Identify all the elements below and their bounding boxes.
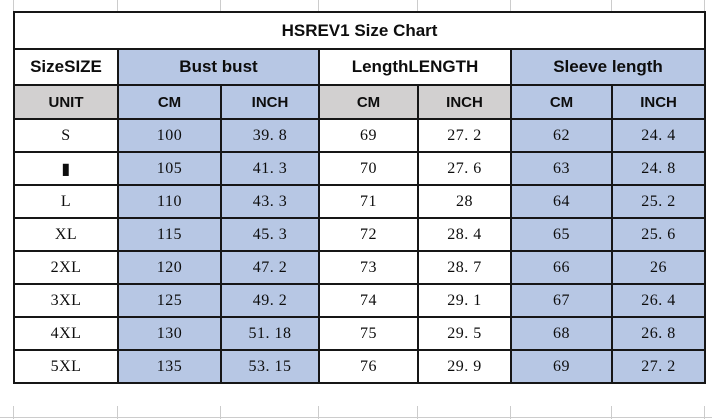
bust-cm-value: 120	[117, 250, 222, 285]
table-row-4xl: 4XL 130 51. 18 75 29. 5 68 26. 8	[13, 316, 707, 351]
table-row-m: ▮ 105 41. 3 70 27. 6 63 24. 8	[13, 151, 707, 186]
sleeve-inch-value: 26. 4	[610, 283, 707, 318]
background-gridline	[117, 0, 118, 11]
bust-cm-value: 100	[117, 118, 222, 153]
sleeve-cm-value: 66	[510, 250, 613, 285]
length-cm-value: 73	[318, 250, 419, 285]
column-header-bust: Bust bust	[117, 48, 320, 86]
page-title: HSREV1 Size Chart	[12, 11, 707, 50]
title-row: HSREV1 Size Chart	[12, 11, 707, 50]
size-label: 3XL	[13, 283, 119, 318]
background-gridline	[611, 406, 612, 419]
table-row-l: L 110 43. 3 71 28 64 25. 2	[13, 184, 707, 219]
background-gridline	[13, 406, 14, 419]
bust-cm-value: 105	[117, 151, 222, 186]
bust-inch-value: 53. 15	[220, 349, 320, 384]
size-chart-table: HSREV1 Size Chart SizeSIZE Bust bust Len…	[12, 11, 707, 384]
sleeve-inch-value: 25. 2	[610, 184, 707, 219]
sleeve-cm-value: 65	[510, 217, 613, 252]
background-gridline	[318, 0, 319, 11]
column-header-length: LengthLENGTH	[318, 48, 512, 86]
table-row-5xl: 5XL 135 53. 15 76 29. 9 69 27. 2	[13, 349, 707, 384]
sleeve-inch-header: INCH	[610, 84, 707, 120]
length-inch-value: 29. 1	[417, 283, 512, 318]
size-label: XL	[13, 217, 119, 252]
background-gridline	[510, 0, 511, 11]
bust-inch-value: 39. 8	[220, 118, 320, 153]
background-gridline	[704, 406, 705, 419]
size-label: 4XL	[13, 316, 119, 351]
length-inch-value: 29. 5	[417, 316, 512, 351]
size-label: ▮	[13, 151, 119, 186]
sleeve-cm-value: 64	[510, 184, 613, 219]
background-gridline	[510, 406, 511, 419]
unit-row: UNIT CM INCH CM INCH CM INCH	[13, 84, 707, 120]
background-gridline	[220, 406, 221, 419]
sleeve-inch-value: 26	[610, 250, 707, 285]
sleeve-inch-value: 26. 8	[610, 316, 707, 351]
bust-inch-value: 41. 3	[220, 151, 320, 186]
length-cm-value: 71	[318, 184, 419, 219]
background-gridline	[704, 0, 705, 11]
background-gridline	[417, 0, 418, 11]
table-row-3xl: 3XL 125 49. 2 74 29. 1 67 26. 4	[13, 283, 707, 318]
bust-cm-value: 130	[117, 316, 222, 351]
table-row-xl: XL 115 45. 3 72 28. 4 65 25. 6	[13, 217, 707, 252]
background-gridline	[13, 0, 14, 11]
background-gridline	[0, 417, 712, 418]
length-cm-value: 76	[318, 349, 419, 384]
background-gridline	[417, 406, 418, 419]
length-inch-value: 28	[417, 184, 512, 219]
bust-inch-value: 47. 2	[220, 250, 320, 285]
sleeve-inch-value: 24. 4	[610, 118, 707, 153]
bust-inch-value: 43. 3	[220, 184, 320, 219]
bust-cm-header: CM	[117, 84, 222, 120]
header-row: SizeSIZE Bust bust LengthLENGTH Sleeve l…	[13, 48, 707, 86]
sleeve-cm-value: 62	[510, 118, 613, 153]
sleeve-inch-value: 24. 8	[610, 151, 707, 186]
bust-cm-value: 135	[117, 349, 222, 384]
bust-cm-value: 125	[117, 283, 222, 318]
sleeve-cm-value: 69	[510, 349, 613, 384]
length-cm-header: CM	[318, 84, 419, 120]
length-inch-value: 28. 4	[417, 217, 512, 252]
sleeve-cm-value: 63	[510, 151, 613, 186]
length-inch-value: 29. 9	[417, 349, 512, 384]
background-gridline	[220, 0, 221, 11]
sleeve-cm-value: 68	[510, 316, 613, 351]
bust-inch-value: 49. 2	[220, 283, 320, 318]
length-cm-value: 74	[318, 283, 419, 318]
sleeve-cm-value: 67	[510, 283, 613, 318]
length-inch-value: 27. 6	[417, 151, 512, 186]
background-gridline	[117, 406, 118, 419]
length-cm-value: 69	[318, 118, 419, 153]
length-inch-header: INCH	[417, 84, 512, 120]
length-cm-value: 70	[318, 151, 419, 186]
length-inch-value: 27. 2	[417, 118, 512, 153]
bust-inch-value: 51. 18	[220, 316, 320, 351]
length-inch-value: 28. 7	[417, 250, 512, 285]
background-gridline	[611, 0, 612, 11]
sleeve-cm-header: CM	[510, 84, 613, 120]
background-gridline	[318, 406, 319, 419]
size-label: L	[13, 184, 119, 219]
bust-cm-value: 115	[117, 217, 222, 252]
sleeve-inch-value: 25. 6	[610, 217, 707, 252]
bust-inch-value: 45. 3	[220, 217, 320, 252]
table-row-s: S 100 39. 8 69 27. 2 62 24. 4	[13, 118, 707, 153]
column-header-sleeve: Sleeve length	[509, 48, 707, 86]
column-header-size: SizeSIZE	[13, 48, 119, 86]
table-row-2xl: 2XL 120 47. 2 73 28. 7 66 26	[13, 250, 707, 285]
unit-label: UNIT	[13, 84, 119, 120]
bust-inch-header: INCH	[220, 84, 320, 120]
size-label: S	[13, 118, 119, 153]
size-label: 2XL	[13, 250, 119, 285]
sleeve-inch-value: 27. 2	[610, 349, 707, 384]
size-label: 5XL	[13, 349, 119, 384]
length-cm-value: 72	[318, 217, 419, 252]
length-cm-value: 75	[318, 316, 419, 351]
bust-cm-value: 110	[117, 184, 222, 219]
